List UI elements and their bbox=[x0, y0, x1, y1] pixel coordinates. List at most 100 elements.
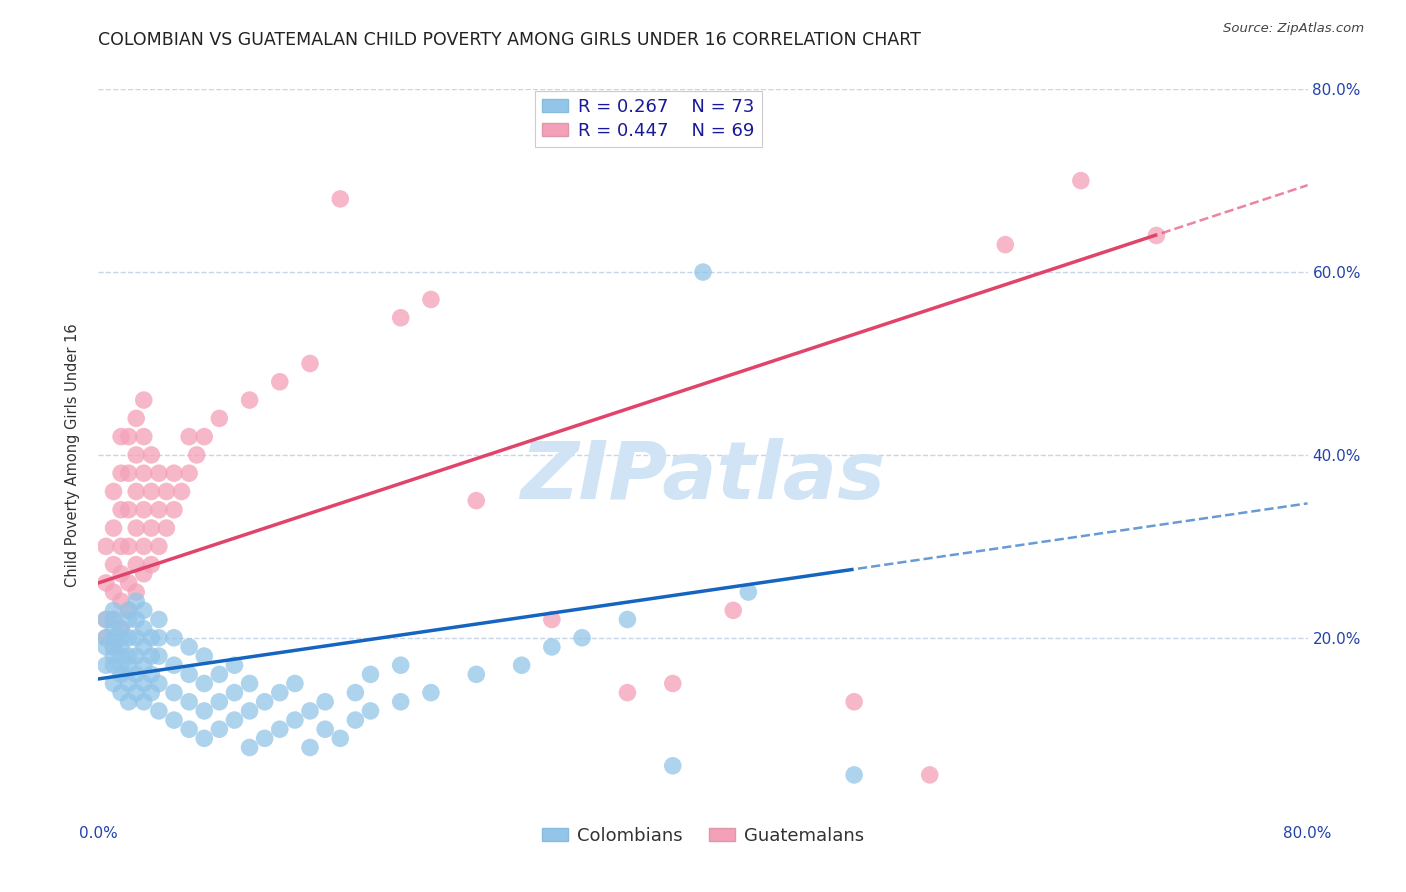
Point bbox=[110, 631, 132, 645]
Point bbox=[465, 667, 488, 681]
Point bbox=[103, 613, 125, 627]
Point bbox=[994, 237, 1017, 252]
Point bbox=[193, 731, 215, 746]
Point bbox=[918, 768, 941, 782]
Point bbox=[125, 411, 148, 425]
Legend: Colombians, Guatemalans: Colombians, Guatemalans bbox=[536, 820, 870, 852]
Point bbox=[141, 448, 163, 462]
Point bbox=[284, 713, 307, 727]
Point bbox=[148, 539, 170, 553]
Point bbox=[253, 731, 276, 746]
Point bbox=[103, 640, 125, 654]
Point bbox=[465, 493, 488, 508]
Text: ZIPatlas: ZIPatlas bbox=[520, 438, 886, 516]
Point bbox=[118, 631, 141, 645]
Point bbox=[179, 667, 201, 681]
Point bbox=[94, 613, 117, 627]
Point bbox=[132, 603, 155, 617]
Point bbox=[329, 192, 352, 206]
Point bbox=[239, 392, 262, 407]
Point bbox=[94, 539, 117, 553]
Point bbox=[94, 613, 117, 627]
Point bbox=[269, 375, 291, 389]
Point bbox=[723, 603, 745, 617]
Point bbox=[110, 430, 132, 444]
Point bbox=[269, 723, 291, 737]
Point bbox=[193, 676, 215, 690]
Point bbox=[163, 713, 186, 727]
Point bbox=[155, 521, 177, 535]
Point bbox=[118, 430, 141, 444]
Point bbox=[94, 631, 117, 645]
Point bbox=[125, 613, 148, 627]
Point bbox=[103, 613, 125, 627]
Y-axis label: Child Poverty Among Girls Under 16: Child Poverty Among Girls Under 16 bbox=[65, 323, 80, 587]
Point bbox=[132, 466, 155, 480]
Point bbox=[844, 768, 866, 782]
Point bbox=[125, 484, 148, 499]
Point bbox=[389, 310, 412, 325]
Point bbox=[360, 667, 382, 681]
Point bbox=[299, 740, 322, 755]
Point bbox=[125, 686, 148, 700]
Point bbox=[141, 631, 163, 645]
Point bbox=[103, 603, 125, 617]
Point bbox=[132, 430, 155, 444]
Point bbox=[208, 411, 231, 425]
Point bbox=[299, 704, 322, 718]
Point bbox=[132, 622, 155, 636]
Point bbox=[208, 723, 231, 737]
Point bbox=[170, 484, 193, 499]
Point bbox=[253, 695, 276, 709]
Point bbox=[132, 392, 155, 407]
Point bbox=[110, 503, 132, 517]
Point bbox=[110, 622, 132, 636]
Point bbox=[141, 558, 163, 572]
Point bbox=[103, 649, 125, 664]
Point bbox=[616, 686, 638, 700]
Point bbox=[110, 640, 132, 654]
Point bbox=[239, 740, 262, 755]
Point bbox=[148, 503, 170, 517]
Point bbox=[179, 466, 201, 480]
Point bbox=[125, 594, 148, 608]
Point bbox=[125, 631, 148, 645]
Point bbox=[208, 695, 231, 709]
Point bbox=[510, 658, 533, 673]
Point bbox=[692, 265, 714, 279]
Point bbox=[179, 723, 201, 737]
Point bbox=[1144, 228, 1167, 243]
Point bbox=[110, 649, 132, 664]
Point bbox=[132, 640, 155, 654]
Point bbox=[118, 603, 141, 617]
Point bbox=[94, 631, 117, 645]
Point bbox=[148, 631, 170, 645]
Point bbox=[118, 613, 141, 627]
Point bbox=[118, 676, 141, 690]
Point bbox=[125, 585, 148, 599]
Point bbox=[148, 704, 170, 718]
Point bbox=[269, 686, 291, 700]
Point bbox=[284, 676, 307, 690]
Point bbox=[420, 293, 443, 307]
Point bbox=[103, 631, 125, 645]
Point bbox=[148, 676, 170, 690]
Point bbox=[344, 713, 367, 727]
Point bbox=[125, 448, 148, 462]
Point bbox=[94, 640, 117, 654]
Point bbox=[224, 658, 246, 673]
Point bbox=[208, 667, 231, 681]
Point bbox=[163, 658, 186, 673]
Point bbox=[163, 686, 186, 700]
Point bbox=[103, 558, 125, 572]
Point bbox=[110, 566, 132, 581]
Point bbox=[132, 658, 155, 673]
Point bbox=[103, 658, 125, 673]
Point bbox=[239, 676, 262, 690]
Point bbox=[224, 686, 246, 700]
Point bbox=[132, 539, 155, 553]
Point bbox=[125, 521, 148, 535]
Point bbox=[193, 649, 215, 664]
Point bbox=[132, 503, 155, 517]
Point bbox=[103, 622, 125, 636]
